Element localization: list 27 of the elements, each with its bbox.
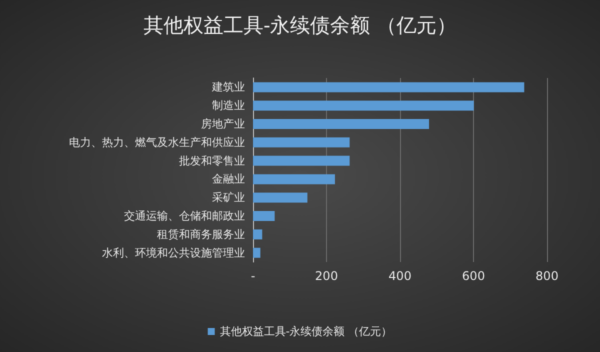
x-tick-label: 200: [315, 269, 338, 283]
y-tick-label: 房地产业: [201, 118, 245, 130]
bar: [253, 119, 430, 129]
bar: [253, 156, 350, 166]
x-tick-label: 400: [388, 269, 412, 283]
x-tick-label: 800: [536, 269, 558, 283]
y-tick-label: 电力、热力、燃气及水生产和供应业: [69, 136, 245, 149]
y-tick-label: 制造业: [212, 99, 245, 112]
bar: [253, 174, 335, 184]
y-tick-label: 建筑业: [211, 80, 245, 94]
y-tick-label: 金融业: [212, 172, 245, 186]
bar: [253, 137, 350, 148]
bar: [253, 229, 262, 240]
y-tick-label: 采矿业: [212, 191, 245, 204]
x-tick-label: 600: [462, 269, 485, 283]
y-tick-label: 交通运输、仓储和邮政业: [124, 210, 245, 222]
bar: [253, 82, 524, 92]
bar: [253, 248, 260, 258]
y-tick-label: 水利、环境和公共设施管理业: [102, 246, 245, 260]
bar: [253, 192, 308, 203]
x-tick-label: -: [250, 269, 256, 283]
y-tick-label: 批发和零售业: [179, 154, 245, 168]
bar: [253, 211, 275, 221]
bar: [253, 100, 474, 111]
chart-title: 其他权益工具-永续债余额 （亿元）: [143, 13, 457, 37]
y-tick-label: 租赁和商务服务业: [157, 228, 245, 241]
legend-label: 其他权益工具-永续债余额 （亿元）: [220, 325, 392, 338]
